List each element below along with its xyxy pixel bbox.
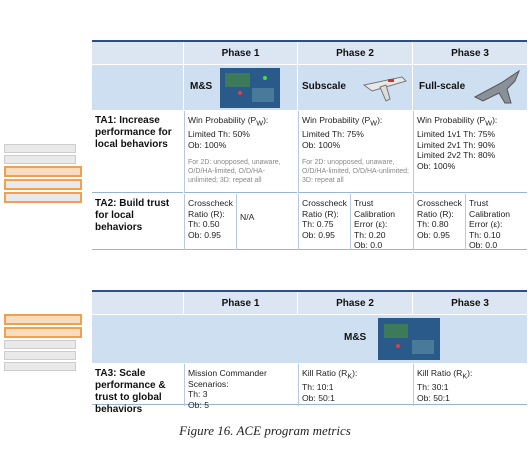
metric-line: Crosscheck Ratio (R): xyxy=(302,198,347,219)
subscript: K xyxy=(462,372,468,381)
metric-line: Ob: 5 xyxy=(188,399,210,410)
phase-header: Phase 3 xyxy=(413,292,527,314)
metric-line: Ob: 0.95 xyxy=(417,229,450,240)
phase-header: Phase 2 xyxy=(298,42,412,64)
media-label: Subscale xyxy=(302,81,346,92)
metric-cell: Win Probability (PW): Limited 1v1 Th: 75%… xyxy=(413,111,527,193)
map-image xyxy=(378,318,440,360)
bottom-table: Phase 1 Phase 2 Phase 3 M&S TA3: Scale p… xyxy=(92,290,527,415)
metric-line: Ob: 0.95 xyxy=(188,229,221,240)
map-image xyxy=(220,68,280,108)
row-label: TA1: Increase performance for local beha… xyxy=(92,111,183,193)
media-cell: M&S xyxy=(92,315,527,363)
metric-line: Crosscheck Ratio (R): xyxy=(188,198,233,219)
metric-text: ): xyxy=(352,368,358,378)
metric-line: Trust Calibration Error (ε): xyxy=(469,198,511,229)
metric-cell: Mission Commander Scenarios: Th: 3 Ob: 5 xyxy=(184,364,297,410)
phase-header: Phase 1 xyxy=(184,42,297,64)
metric-line: Win Probability (PW): xyxy=(417,115,524,129)
top-table: Phase 1 Phase 2 Phase 3 M&S Subscale Ful… xyxy=(92,40,527,250)
subscript: W xyxy=(256,119,264,128)
metric-line: Win Probability (PW): xyxy=(188,115,294,129)
metric-text: ): xyxy=(377,115,383,125)
row-label: TA3: Scale performance & trust to global… xyxy=(95,368,166,415)
caption: Figure 16. ACE program metrics xyxy=(179,423,351,438)
row-label: TA2: Build trust for local behaviors xyxy=(95,198,170,233)
metric-line: Ob: 50:1 xyxy=(417,392,450,403)
metric-cell: Trust Calibration Error (ε): Th: 0.20 Ob: … xyxy=(350,194,412,250)
metric-line: Ob: 100% xyxy=(417,160,456,171)
metric-line: Win Probability (PW): xyxy=(302,115,409,129)
metric-line: Limited Th: 50% xyxy=(188,129,250,140)
media-cell: Full-scale xyxy=(413,65,527,110)
metric-line: N/A xyxy=(240,212,255,222)
subscript: K xyxy=(347,372,353,381)
drone-image xyxy=(362,76,407,102)
metric-cell: Crosscheck Ratio (R): Th: 0.75 Ob: 0.95 xyxy=(298,194,350,250)
metric-line: Th: 10:1 xyxy=(302,382,334,393)
metric-line: Th: 0.20 xyxy=(354,229,386,240)
metric-text: Win Probability (P xyxy=(417,115,486,125)
metric-line: Ob: 0.0 xyxy=(354,240,383,250)
metric-text: ): xyxy=(467,368,473,378)
media-cell: Subscale xyxy=(298,65,412,110)
metric-line: Th: 30:1 xyxy=(417,382,449,393)
metric-cell: Crosscheck Ratio (R): Th: 0.50 Ob: 0.95 xyxy=(184,194,236,250)
metric-line: Mission Commander Scenarios: xyxy=(188,368,267,389)
metric-line: Ob: 100% xyxy=(188,139,227,150)
phase-header: Phase 1 xyxy=(184,292,297,314)
media-cell: M&S xyxy=(184,65,297,110)
subscript: W xyxy=(485,119,493,128)
jet-image xyxy=(473,69,521,104)
metric-line: Limited Th: 75% xyxy=(302,129,364,140)
metric-line: Th: 0.80 xyxy=(417,219,449,229)
note: For 2D: unopposed, unaware, O/D/HA-limit… xyxy=(302,159,409,185)
metric-line: Th: 0.10 xyxy=(469,229,501,240)
metric-line: Ob: 100% xyxy=(302,139,341,150)
hierarchy-icon xyxy=(4,312,86,382)
metric-line: Th: 0.75 xyxy=(302,219,334,229)
metric-line: Th: 0.50 xyxy=(188,219,220,229)
metric-line: Ob: 50:1 xyxy=(302,392,335,403)
metric-line: Kill Ratio (RK): xyxy=(302,368,409,382)
metric-line: Crosscheck Ratio (R): xyxy=(417,198,462,219)
metric-line: Limited 2v1 Th: 90% xyxy=(417,139,496,150)
metric-text: Win Probability (P xyxy=(188,115,257,125)
metric-text: ): xyxy=(492,115,498,125)
metric-line: Trust Calibration Error (ε): xyxy=(354,198,396,229)
metric-cell: Kill Ratio (RK): Th: 10:1 Ob: 50:1 xyxy=(298,364,412,406)
subscript: W xyxy=(370,119,378,128)
metric-cell: Win Probability (PW): Limited Th: 75% Ob: … xyxy=(298,111,412,193)
metric-line: Th: 3 xyxy=(188,389,208,399)
metric-cell: N/A xyxy=(236,194,297,250)
media-label: M&S xyxy=(344,332,367,343)
metric-cell: Trust Calibration Error (ε): Th: 0.10 Ob: … xyxy=(465,194,527,250)
metric-text: Win Probability (P xyxy=(302,115,371,125)
metric-cell: Crosscheck Ratio (R): Th: 0.80 Ob: 0.95 xyxy=(413,194,465,250)
note: For 2D: unopposed, unaware, O/D/HA-limit… xyxy=(188,159,281,185)
metric-cell: Kill Ratio (RK): Th: 30:1 Ob: 50:1 xyxy=(413,364,527,406)
metric-line: Ob: 0.95 xyxy=(302,229,335,240)
media-label: Full-scale xyxy=(419,81,466,92)
metric-line: Limited 1v1 Th: 75% xyxy=(417,129,496,140)
metric-text: Kill Ratio (R xyxy=(417,368,463,378)
metric-line: Kill Ratio (RK): xyxy=(417,368,524,382)
metric-cell: Win Probability (PW): Limited Th: 50% Ob: … xyxy=(184,111,297,193)
metric-line: Limited 2v2 Th: 80% xyxy=(417,150,496,161)
media-label: M&S xyxy=(190,81,213,92)
metric-line: Ob: 0.0 xyxy=(469,240,498,250)
metric-text: Kill Ratio (R xyxy=(302,368,348,378)
metric-text: ): xyxy=(263,115,269,125)
hierarchy-icon xyxy=(4,142,86,212)
phase-header: Phase 2 xyxy=(298,292,412,314)
phase-header: Phase 3 xyxy=(413,42,527,64)
